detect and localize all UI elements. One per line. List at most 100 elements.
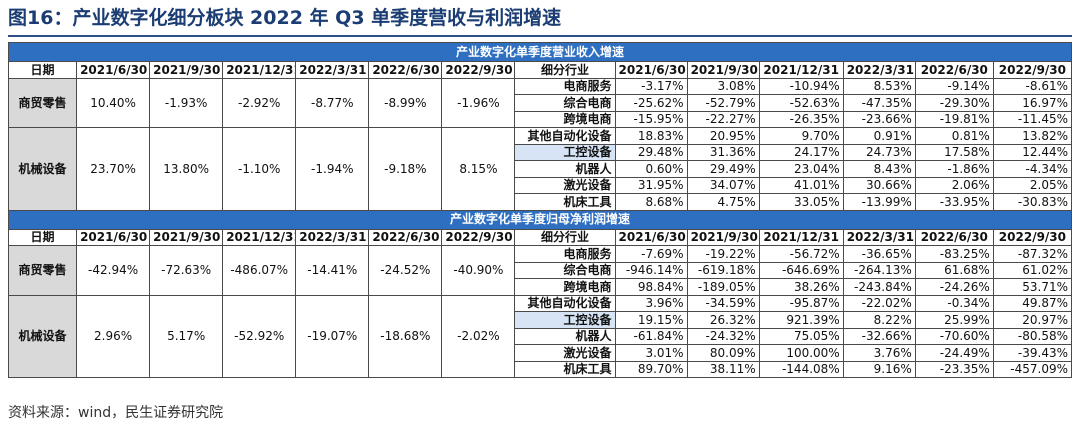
segment-growth-value: 24.73% [842,143,916,161]
date-column-header: 2022/6/30 [914,228,994,246]
group-growth-value: -486.07% [222,245,297,296]
table-row: 商贸零售 10.40% -1.93% -2.92% -8.77% -8.99% -1.96%… [7,77,1073,128]
segment-growth-value: 100.00% [758,344,844,362]
group-growth-value: -24.52% [368,245,443,296]
date-column-header: 2021/9/30 [149,228,224,246]
group-growth-value: -72.63% [149,245,224,296]
segment-name: 其他自动化设备 [514,127,616,145]
segment-growth-value: -83.25% [914,245,994,263]
section-banner-row: 产业数字化单季度归母净利润增速 [8,209,1072,230]
segment-growth-value: -15.95% [614,110,688,128]
title-divider [8,35,1072,37]
date-column-header: 2021/12/31 [758,228,844,246]
table-row: 商贸零售 -42.94% -72.63% -486.07% -14.41% -24.52%… [7,245,1073,296]
source-note: 资料来源：wind，民生证券研究院 [8,405,224,421]
group-growth-value: -19.07% [295,294,370,378]
group-growth-value: -42.94% [76,245,151,296]
table-row: 机床工具 8.68% 4.75% 33.05% -13.99% -33.95% -30.83… [9,193,1073,211]
date-column-header: 2022/9/30 [441,61,516,79]
segment-growth-value: -19.22% [686,245,760,263]
date-column-header: 2021/6/30 [614,228,688,246]
segment-growth-value: 33.05% [758,193,844,211]
date-column-header: 2022/6/30 [368,61,443,79]
segment-growth-value: -29.30% [914,94,994,112]
segment-name: 工控设备 [514,311,616,329]
segment-growth-value: 31.36% [686,143,760,161]
date-column-header: 2022/3/31 [295,228,370,246]
table-row: 机器人 -61.84% -24.32% 75.05% -32.66% -70.60% -80… [9,327,1073,345]
segment-growth-value: 25.99% [914,311,994,329]
date-column-header: 2021/12/31 [758,61,844,79]
group-growth-value: -52.92% [222,294,297,378]
industry-group-label: 机械设备 [7,127,78,211]
date-header: 日期 [7,61,78,79]
segment-growth-value: -26.35% [758,110,844,128]
segment-name: 机器人 [514,160,616,178]
segment-growth-value: 13.82% [992,127,1073,145]
segment-growth-value: 49.87% [992,294,1073,312]
segment-name: 电商服务 [514,77,616,95]
segment-growth-value: -39.43% [992,344,1073,362]
table-row: 跨境电商 98.84% -189.05% 38.26% -243.84% -24.26% 5… [9,278,1073,296]
segment-name: 综合电商 [514,94,616,112]
segment-growth-value: -95.87% [758,294,844,312]
group-growth-value: 5.17% [149,294,224,378]
segment-growth-value: 3.96% [614,294,688,312]
segment-name: 激光设备 [514,176,616,194]
segment-header: 细分行业 [514,61,616,79]
table-row: 机械设备 2.96% 5.17% -52.92% -19.07% -18.68% -2.02… [7,294,1073,378]
segment-growth-value: -47.35% [842,94,916,112]
segment-growth-value: -19.81% [914,110,994,128]
group-growth-value: -14.41% [295,245,370,296]
segment-growth-value: 12.44% [992,143,1073,161]
date-column-header: 2021/6/30 [76,61,151,79]
segment-growth-value: -22.27% [686,110,760,128]
segment-growth-value: -0.34% [914,294,994,312]
industry-group-label: 机械设备 [7,294,78,378]
segment-growth-value: 9.16% [842,360,916,378]
segment-growth-value: -87.32% [992,245,1073,263]
group-growth-value: -2.02% [441,294,516,378]
date-column-header: 2021/6/30 [614,61,688,79]
segment-growth-value: 41.01% [758,176,844,194]
date-column-header: 2021/6/30 [76,228,151,246]
segment-growth-value: 0.91% [842,127,916,145]
segment-growth-value: 8.43% [842,160,916,178]
date-column-header: 2021/12/31 [222,61,297,79]
group-growth-value: 23.70% [76,127,151,211]
segment-growth-value: -189.05% [686,278,760,296]
segment-growth-value: -33.95% [914,193,994,211]
segment-growth-value: -25.62% [614,94,688,112]
group-growth-value: 13.80% [149,127,224,211]
segment-growth-value: 24.17% [758,143,844,161]
segment-growth-value: 2.06% [914,176,994,194]
segment-growth-value: 20.97% [992,311,1073,329]
segment-growth-value: 38.26% [758,278,844,296]
segment-growth-value: -32.66% [842,327,916,345]
segment-growth-value: 34.07% [686,176,760,194]
segment-growth-value: 18.83% [614,127,688,145]
section-banner-row: 产业数字化单季度营业收入增速 [8,42,1072,62]
segment-growth-value: -23.35% [914,360,994,378]
group-growth-value: -2.92% [222,77,297,128]
date-header: 日期 [7,228,78,246]
segment-growth-value: -61.84% [614,327,688,345]
segment-growth-value: 38.11% [686,360,760,378]
segment-growth-value: 17.58% [914,143,994,161]
segment-growth-value: 8.22% [842,311,916,329]
segment-growth-value: -646.69% [758,261,844,279]
segment-growth-value: 3.08% [686,77,760,95]
growth-table: 产业数字化单季度营业收入增速 日期 2021/6/30 2021/9/30 2021/1… [7,42,1073,378]
date-column-header: 2021/9/30 [149,61,224,79]
group-growth-value: -18.68% [368,294,443,378]
segment-growth-value: -4.34% [992,160,1073,178]
segment-growth-value: -52.79% [686,94,760,112]
segment-growth-value: 98.84% [614,278,688,296]
segment-growth-value: 8.68% [614,193,688,211]
table-row: 工控设备 29.48% 31.36% 24.17% 24.73% 17.58% 12.44% [9,143,1073,161]
table-row: 跨境电商 -15.95% -22.27% -26.35% -23.66% -19.81% -… [9,110,1073,128]
segment-growth-value: -8.61% [992,77,1073,95]
segment-growth-value: 4.75% [686,193,760,211]
segment-growth-value: -56.72% [758,245,844,263]
segment-growth-value: 16.97% [992,94,1073,112]
